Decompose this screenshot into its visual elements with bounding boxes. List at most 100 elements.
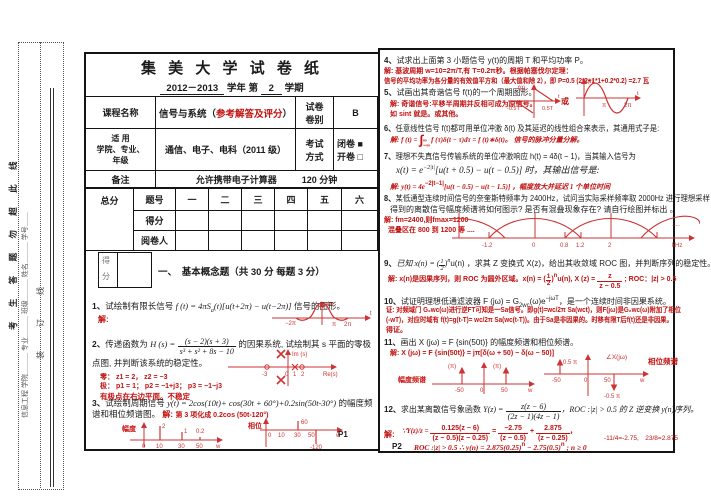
q2-answer-poles: 极： p1 = 1； p2 = −1+j3； p3 = −1−j3 bbox=[100, 383, 222, 390]
q6-answer-suf: f (τ)δ(t − τ)dτ = f (t)∗δ(t)。 信号的脉冲分量分解。 bbox=[431, 136, 584, 144]
q8-x2: 1.2 bbox=[576, 243, 585, 249]
paper-type-value-cell: B bbox=[333, 96, 378, 129]
col-5: 五 bbox=[307, 187, 342, 211]
q12-residue-note: -11/4=-2.75, 23/8=2.875 bbox=[604, 435, 678, 442]
q3-formula: y(t) = 2cos(10t)+ cos(30t + 60°)+0.2sin(… bbox=[167, 398, 337, 408]
q1-t1: 试绘制有限长信号 bbox=[105, 301, 174, 311]
q4-answer-2: 信号的平均功率为各分量的有效值平方和（最大值和除 2），即 P=0.5 (2*2… bbox=[384, 78, 650, 85]
q1-plot-peak-label: 4π bbox=[326, 301, 335, 308]
q2-plot-2-label: 2 bbox=[301, 372, 305, 378]
q11-ph-top: 0.5 π bbox=[563, 360, 577, 366]
q3-mag-w: w bbox=[215, 444, 221, 449]
question-no-header: 题号 bbox=[133, 187, 176, 211]
q12-number: 12、 bbox=[384, 405, 401, 414]
q5-p2-pi: π bbox=[602, 103, 606, 109]
score-cell-2 bbox=[208, 210, 242, 231]
q5-p1-t: t bbox=[558, 94, 560, 100]
q8-x3: 2 bbox=[608, 243, 612, 249]
q8-spectrum-plot: -1.2 0 0.8 1.2 2 kHz .... bbox=[450, 213, 700, 249]
q3-ph-w: w bbox=[335, 433, 341, 439]
course-red-note: 参考解答及评分 bbox=[215, 108, 283, 120]
q4-answer-1: 解: 基波周期 w=10=2π/T,有 T=0.2π秒。根据帕塞伐尔定理： bbox=[384, 68, 573, 75]
score-cell-5 bbox=[307, 210, 342, 231]
q2-hs: H (s) = bbox=[150, 339, 176, 349]
q4-t: 试求出上面第 3 小题信号 y(t)的周期 T 和平均功率 P。 bbox=[396, 56, 588, 65]
q8-xm: -1.2 bbox=[482, 243, 493, 249]
q3-mag-title: 幅度 bbox=[122, 424, 137, 433]
term-end: 学期 bbox=[284, 83, 304, 94]
q8-unit: kHz bbox=[672, 243, 682, 249]
q3-answer-label: 解: bbox=[162, 410, 174, 419]
col-1: 一 bbox=[175, 187, 209, 211]
q3-mag-x1: 10 bbox=[156, 444, 163, 449]
binding-margin-box bbox=[18, 42, 64, 490]
q12-fraction: z(z − 6) (2z − 1)(4z − 1) bbox=[505, 402, 562, 421]
q10-proof-1: 证: 对频域门 G₂wc(ω)进行逆FT可知是一Sa信号。即g(t)=wc/2π… bbox=[386, 307, 682, 314]
open-book-option: 开卷 □ bbox=[337, 151, 363, 162]
q2-plot-1-label: 1 bbox=[293, 372, 297, 378]
q5-p1-f-label: f(t) bbox=[518, 86, 525, 92]
q11-mag-xm: -50 bbox=[455, 388, 464, 394]
q3-mag-x2: 30 bbox=[178, 444, 185, 449]
apply-label-1: 适 用 bbox=[111, 134, 130, 143]
q4-number: 4、 bbox=[384, 56, 397, 65]
grader-cell-6 bbox=[341, 230, 378, 251]
q6-answer: 解: f (t) = ∫ ∞ −∞ f (τ)δ(t − τ)dτ = f (t)∗δ… bbox=[390, 133, 584, 149]
q2-plot-0-label: 0 bbox=[285, 372, 289, 378]
integral-sign: ∫ bbox=[419, 132, 424, 147]
q11-phase-title: 相位频谱 bbox=[648, 357, 678, 366]
fold-line-2 bbox=[53, 88, 54, 487]
apply-value-cell: 通信、电子、电科（2011 级） bbox=[155, 128, 296, 171]
q3-ph-v1: 60 bbox=[301, 420, 308, 426]
q3-mag-v2: 1 bbox=[184, 429, 188, 435]
q12-final-answer: ROC :|z| > 0.5 ∴ y(n) = 2.875(0.25)n − 2… bbox=[414, 442, 587, 452]
info-table: 课程名称 信号与系统（参考解答及评分） 试卷 卷别 B 适 用 学院、专业、 年… bbox=[85, 96, 378, 189]
q12-partial-fractions: ∵Y(z)/z = 0.125(z − 6) (z − 0.5)(z − 0.25… bbox=[402, 425, 577, 442]
q11-number: 11、 bbox=[384, 338, 401, 347]
q1-plot-t-label: t bbox=[370, 311, 372, 317]
q3-mag-x3: 50 bbox=[196, 444, 203, 449]
q3-t2: 的幅度 bbox=[338, 398, 365, 408]
q8-text-2: 得到的离散信号幅度频谱将如何图示? 是否有混叠现象存在? 请自行绘图并标出 。 bbox=[390, 205, 678, 214]
q11-mag-w: w bbox=[527, 388, 533, 394]
term-line: 2012－2013 学年 第 2 学期 bbox=[86, 80, 378, 95]
q12-text: 12、求出某离散信号象函数 Y(z) = z(z − 6) (2z − 1)(4z… bbox=[384, 402, 699, 421]
q11-mag-x1: 50 bbox=[501, 388, 508, 394]
q5-text: 5、试画出其奇谐信号 f(t)的一个周期图形。 bbox=[384, 88, 536, 98]
closed-book-option: 闭卷 ■ bbox=[337, 138, 363, 149]
score-table: 总分 题号 一 二 三 四 五 六 得分 阅卷人 bbox=[85, 187, 378, 251]
q7-number: 7、 bbox=[384, 152, 396, 161]
term-num: 2 bbox=[260, 83, 282, 95]
q7-answer: 解: y(t) = 4e−2|t−1|[u(t − 0.5) − u(t − 1… bbox=[390, 181, 611, 191]
q3-ph-v2: -120 bbox=[310, 445, 323, 449]
remark-label-cell: 备注 bbox=[85, 170, 156, 189]
q3-ph-x3: 50 bbox=[308, 433, 315, 439]
section1-heading: 一、 基本概念题（共 30 分 每题 3 分） bbox=[158, 267, 325, 278]
q4-text: 4、试求出上面第 3 小题信号 y(t)的周期 T 和平均功率 P。 bbox=[384, 56, 588, 66]
paper-type-label-2: 卷别 bbox=[305, 114, 324, 125]
q5-sine-plot: f(t) π 2π t bbox=[576, 78, 641, 116]
q5-p2-t: t bbox=[637, 91, 639, 97]
page1: 集 美 大 学 试 卷 纸 2012－2013 学年 第 2 学期 课程名称 信… bbox=[84, 52, 380, 451]
course-value-cell: 信号与系统（参考解答及评分） bbox=[155, 96, 296, 129]
q11-mag-x0: 0 bbox=[480, 388, 484, 394]
score-cell-4 bbox=[274, 210, 308, 231]
q7-text: 7、理想不失真信号传输系统的单位冲激响应 h(t) = 4δ(t − 1)，当其… bbox=[384, 152, 636, 162]
q6-t: 任意线性信号 f(t)都可用单位冲激 δ(t) 及其延迟的线性组合来表示，其通用… bbox=[395, 124, 660, 133]
q3-number: 3、 bbox=[92, 398, 106, 408]
q7-t: 理想不失真信号传输系统的单位冲激响应 h(t) = 4δ(t − 1)，当其输入… bbox=[395, 152, 636, 161]
page-title: 集 美 大 学 试 卷 纸 bbox=[140, 60, 323, 77]
course-label-cell: 课程名称 bbox=[85, 96, 156, 129]
grader-cell-2 bbox=[208, 230, 242, 251]
q3-ph-title: 相位 bbox=[248, 421, 262, 430]
q1-number: 1、 bbox=[92, 301, 106, 311]
q11-ph-bot: -0.5 π bbox=[604, 394, 620, 400]
q8-dots: .... bbox=[672, 221, 680, 228]
q5-p2-f-label: f(t) bbox=[586, 79, 593, 85]
q11-ph-angle: ∠X(jω) bbox=[606, 353, 627, 361]
q2-plot-re-label: Re(s) bbox=[323, 372, 338, 378]
q1-plot-2pi-label: 2π bbox=[344, 322, 351, 328]
student-info-vertical-text: 信息工程 学院＿＿＿ 专业＿＿＿ 班级＿＿＿ 姓名＿＿＿ 学号＿＿ bbox=[22, 212, 29, 418]
q3-t1: 试绘制周期信号 bbox=[105, 398, 165, 408]
col-2: 二 bbox=[208, 187, 242, 211]
